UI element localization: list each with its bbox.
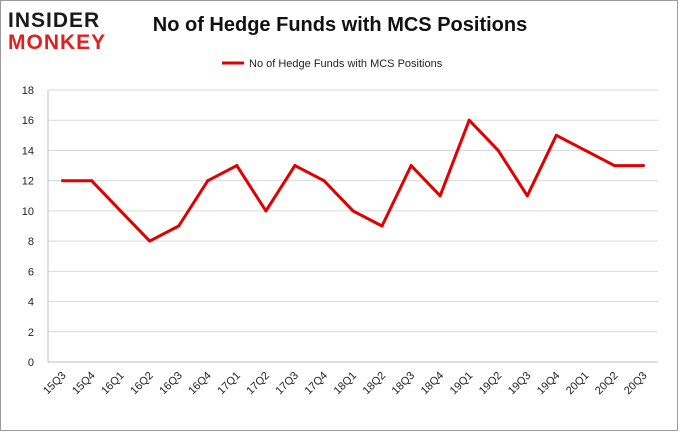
data-point [322, 179, 326, 183]
x-tick-label: 17Q4 [303, 370, 331, 398]
legend: No of Hedge Funds with MCS Positions [222, 58, 443, 70]
data-point [467, 118, 471, 122]
y-tick-label: 18 [22, 85, 34, 97]
data-point [612, 164, 616, 168]
logo-line-2: MONKEY [8, 31, 107, 54]
data-point [61, 179, 65, 183]
x-tick-label: 16Q1 [99, 370, 127, 398]
x-tick-label: 19Q1 [448, 370, 476, 398]
y-tick-label: 14 [22, 145, 34, 157]
data-point [409, 164, 413, 168]
data-point [206, 179, 210, 183]
data-point [235, 164, 239, 168]
x-tick-label: 16Q3 [157, 370, 185, 398]
x-tick-label: 19Q4 [535, 370, 563, 398]
grid-lines [47, 89, 658, 363]
series-group [61, 118, 645, 243]
x-tick-label: 19Q2 [477, 370, 505, 398]
x-tick-label: 19Q3 [506, 370, 534, 398]
x-tick-label: 16Q2 [128, 370, 156, 398]
y-tick-label: 10 [22, 206, 34, 218]
y-tick-label: 4 [28, 297, 34, 309]
y-tick-label: 12 [22, 176, 34, 188]
x-tick-label: 16Q4 [186, 370, 214, 398]
data-point [380, 224, 384, 228]
y-tick-label: 16 [22, 115, 34, 127]
x-tick-label: 20Q3 [622, 370, 650, 398]
x-axis-ticks: 15Q3 15Q4 16Q1 16Q2 16Q3 16Q4 17Q1 17Q2 17Q3 17Q4… [41, 370, 649, 398]
legend-label: No of Hedge Funds with MCS Positions [249, 58, 443, 70]
data-point [177, 224, 181, 228]
y-tick-label: 8 [28, 236, 34, 248]
data-point [583, 148, 587, 152]
data-point [293, 164, 297, 168]
data-point [148, 239, 152, 243]
x-tick-label: 15Q3 [41, 370, 69, 398]
data-point [554, 133, 558, 137]
insider-monkey-logo: INSIDER MONKEY [8, 8, 128, 56]
x-tick-label: 18Q2 [361, 370, 389, 398]
y-tick-label: 0 [28, 357, 34, 369]
x-tick-label: 15Q4 [70, 370, 98, 398]
x-tick-label: 17Q3 [274, 370, 302, 398]
data-point [496, 148, 500, 152]
x-tick-label: 18Q3 [390, 370, 418, 398]
logo-line-1: INSIDER [8, 9, 101, 32]
x-tick-label: 17Q1 [215, 370, 243, 398]
x-tick-label: 20Q1 [564, 370, 592, 398]
data-point [90, 179, 94, 183]
x-tick-label: 20Q2 [593, 370, 621, 398]
y-tick-label: 6 [28, 266, 34, 278]
x-tick-label: 17Q2 [244, 370, 272, 398]
data-point [641, 164, 645, 168]
data-point [351, 209, 355, 213]
data-point [119, 209, 123, 213]
data-point [438, 194, 442, 198]
y-axis-ticks: 0 2 4 6 8 10 12 14 16 18 [22, 85, 34, 369]
y-tick-label: 2 [28, 327, 34, 339]
x-tick-label: 18Q4 [419, 370, 447, 398]
data-point [525, 194, 529, 198]
data-point [264, 209, 268, 213]
x-tick-label: 18Q1 [332, 370, 360, 398]
chart-title: No of Hedge Funds with MCS Positions [152, 14, 528, 36]
